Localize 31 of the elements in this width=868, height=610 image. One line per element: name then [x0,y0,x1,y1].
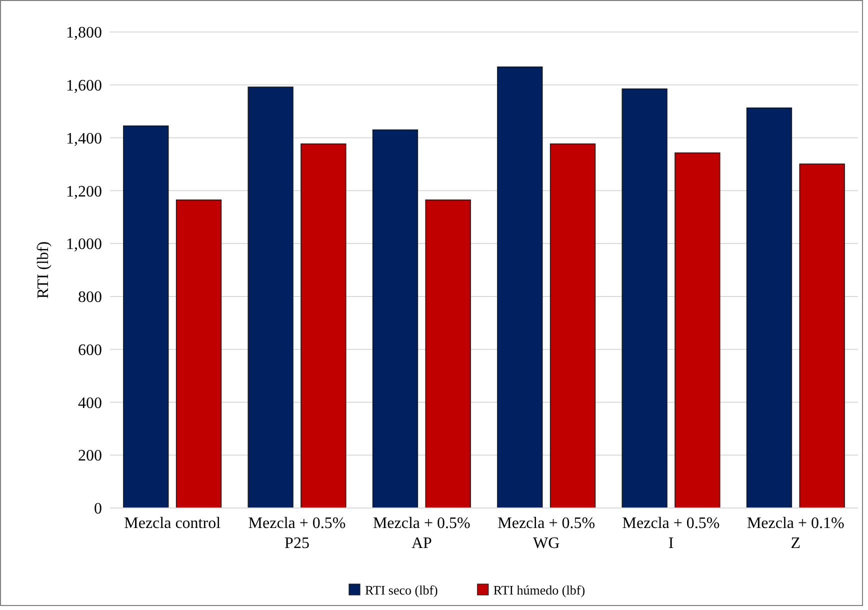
bar [746,107,792,508]
bar [123,125,169,508]
x-tick-label: Mezcla + 0.5% AP [372,515,470,552]
y-tick-label: 200 [78,448,102,465]
x-tick-label: Mezcla + 0.5% I [622,515,720,552]
bar [674,152,720,508]
x-tick-label: Mezcla + 0.5% P25 [248,515,346,552]
bar [799,164,845,508]
bar [550,143,596,508]
y-tick-label: 1,600 [66,77,102,94]
x-tick-label: Mezcla + 0.1% Z [746,515,844,552]
y-tick-label: 1,200 [66,183,102,200]
bar [372,129,418,508]
bar [248,86,294,508]
bar [425,200,471,508]
bar [622,88,668,508]
x-tick-label: Mezcla + 0.5% WG [498,515,596,552]
bar [497,66,543,508]
y-axis-title: RTI (lbf) [35,241,52,299]
y-tick-label: 0 [94,500,102,518]
bar [176,200,222,508]
legend-label: RTI húmedo (lbf) [493,582,586,598]
y-tick-label: 1,800 [66,24,102,42]
x-tick-label: Mezcla control [124,515,222,532]
y-tick-label: 800 [78,289,102,306]
y-tick-label: 400 [78,394,102,412]
y-tick-label: 1,000 [66,236,102,254]
bar [300,143,346,508]
legend-label: RTI seco (lbf) [365,582,438,598]
y-tick-label: 1,400 [66,130,102,148]
y-tick-label: 600 [78,342,102,359]
